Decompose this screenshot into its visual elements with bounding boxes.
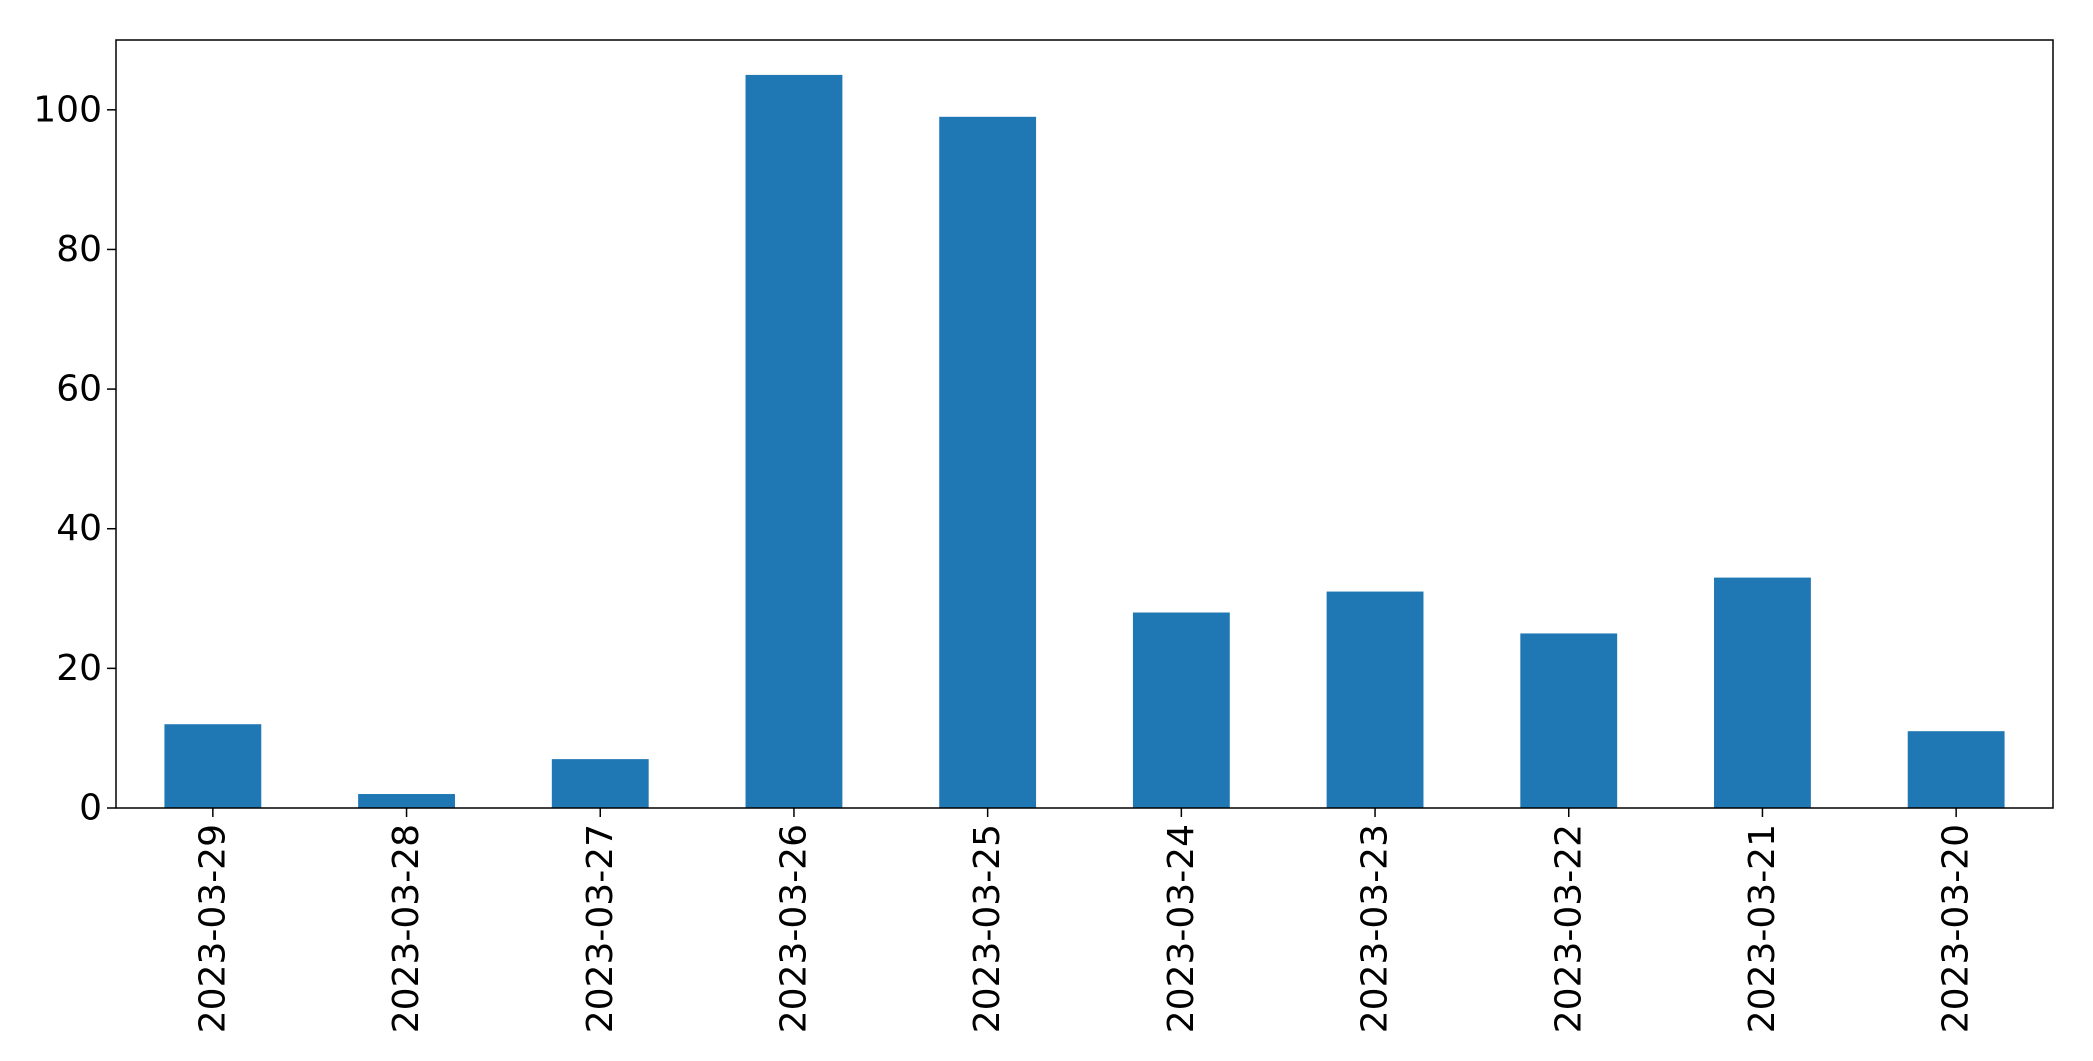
y-tick-label: 100 xyxy=(33,89,102,130)
x-tick-label: 2023-03-28 xyxy=(386,824,427,1033)
bar-2023-03-28 xyxy=(358,794,455,808)
y-tick-label: 60 xyxy=(56,369,102,410)
bar-2023-03-21 xyxy=(1714,577,1811,808)
y-tick-label: 40 xyxy=(56,508,102,549)
bars-group xyxy=(164,74,2005,809)
x-tick-label: 2023-03-21 xyxy=(1742,824,1783,1033)
x-tick-label: 2023-03-20 xyxy=(1936,824,1977,1033)
y-tick-label: 80 xyxy=(56,229,102,270)
y-tick-label: 0 xyxy=(79,788,102,829)
bar-2023-03-24 xyxy=(1132,612,1230,808)
plot-frame xyxy=(115,39,2054,809)
x-axis: 2023-03-29 2023-03-28 2023-03-27 2023-03-26… xyxy=(192,808,1977,1033)
bar-2023-03-29 xyxy=(164,724,262,808)
bar-2023-03-22 xyxy=(1520,633,1618,808)
y-axis: 0 20 40 60 80 100 xyxy=(33,89,116,829)
bar-2023-03-27 xyxy=(551,759,649,808)
y-tick-label: 20 xyxy=(56,648,102,689)
bar-2023-03-20 xyxy=(1907,731,2005,808)
bar-2023-03-26 xyxy=(745,74,843,809)
bar-2023-03-25 xyxy=(939,116,1037,809)
x-tick-label: 2023-03-22 xyxy=(1548,824,1589,1033)
x-tick-label: 2023-03-29 xyxy=(192,824,233,1033)
bar-2023-03-23 xyxy=(1326,591,1424,808)
x-tick-label: 2023-03-25 xyxy=(967,824,1008,1033)
x-tick-label: 2023-03-27 xyxy=(580,824,621,1033)
x-tick-label: 2023-03-24 xyxy=(1161,824,1202,1033)
x-tick-label: 2023-03-23 xyxy=(1355,824,1396,1033)
x-tick-label: 2023-03-26 xyxy=(773,824,814,1033)
